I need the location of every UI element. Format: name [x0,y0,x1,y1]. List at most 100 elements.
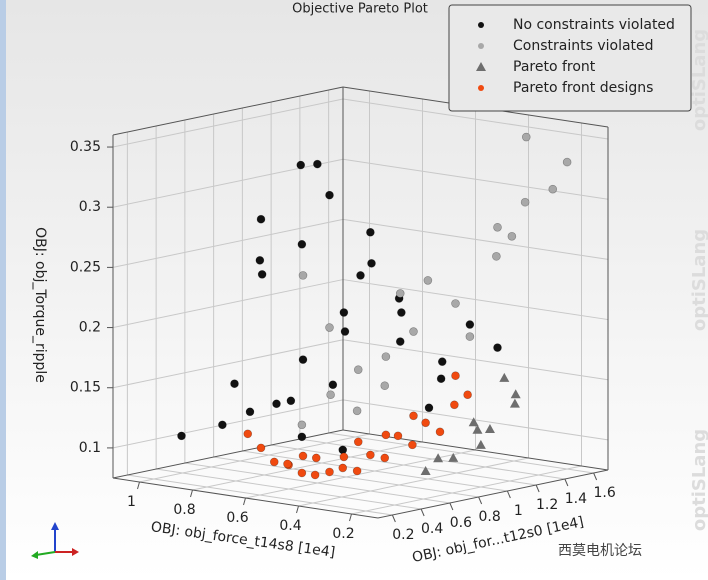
tick-mark [349,513,352,522]
x-tick-label: 0.2 [332,526,354,542]
point [450,400,459,410]
tick-mark [593,472,598,481]
point [409,327,418,336]
point [520,197,530,207]
grid-line [213,456,479,498]
legend-label: Constraints violated [513,38,654,54]
grid-line [139,433,370,483]
point [380,453,390,463]
tick-mark [243,497,246,506]
point [562,157,572,167]
grid-line [299,438,565,480]
grid-line [112,279,344,329]
x-tick-label: 1 [127,494,136,510]
legend: No constraints violated Constraints viola… [448,4,692,112]
point [493,343,502,352]
point [325,190,334,200]
axis-triad [31,522,79,559]
point [448,452,459,462]
grid-line [298,457,529,507]
point [243,429,253,439]
point [366,227,375,237]
point [311,453,321,463]
point [296,160,306,170]
point [492,252,501,261]
point [380,381,390,391]
point [451,371,460,381]
point [437,357,447,366]
point [326,390,335,400]
point [366,450,375,460]
grid-line [112,339,344,389]
point [420,465,431,475]
point [325,467,334,477]
grid-line [184,462,450,504]
point [283,459,292,469]
point [256,214,266,224]
point [297,468,307,478]
grid-line [192,441,423,491]
z-tick-label: 0.35 [70,139,101,155]
x-tick-label: 0.6 [226,510,248,526]
point [338,445,348,455]
x-tick-label: 0.4 [279,518,301,534]
point [328,380,338,390]
tick-mark [478,496,483,505]
legend-marker [478,22,484,28]
watermark: optiSLang [689,229,708,331]
point [298,355,308,364]
grid-line [271,444,537,486]
point [409,411,418,421]
point [257,270,267,279]
point [408,440,417,450]
point [352,466,362,476]
watermark: optiSLang [689,29,708,131]
tick-mark [535,484,540,493]
grid-line [242,450,508,492]
point [465,320,475,329]
grid-line [112,98,344,148]
box-edge [112,86,344,136]
grid-line [328,432,594,474]
point [484,424,495,434]
point [353,437,363,447]
plot-area: 0.2 0.4 0.6 0.8 1 0.2 0.4 0.6 0.8 1 1.2 1.4 1.6 0.1 0.… [70,86,616,543]
point [435,427,445,437]
point [298,271,308,280]
point [325,323,334,332]
point [393,431,403,441]
tick-mark [296,505,299,514]
point [510,389,521,399]
point [356,271,365,280]
point [367,259,376,268]
point [493,222,502,232]
point [256,443,266,453]
legend-label: Pareto front [513,59,596,75]
point [339,452,349,462]
point [286,396,296,406]
z-tick-label: 0.15 [70,380,101,396]
grid-line [342,399,609,441]
point [509,398,520,408]
y-tick-label: 0.2 [392,527,414,543]
point [463,390,472,400]
point [421,418,430,428]
grid-line [342,339,609,381]
point [338,463,348,473]
point [310,470,320,480]
point [472,424,483,434]
grid-line [342,279,609,321]
point [272,399,281,409]
tick-mark [137,481,140,490]
point [424,403,434,413]
legend-marker [478,43,484,49]
z-axis-label: OBJ: obj_Torque_ripple [32,227,48,383]
point [499,372,510,382]
point [297,420,307,430]
watermark: optiSLang [689,429,708,531]
grid-line [342,218,609,260]
point [177,431,186,441]
point [475,439,486,449]
chart-title: Objective Pareto Plot [292,2,428,17]
